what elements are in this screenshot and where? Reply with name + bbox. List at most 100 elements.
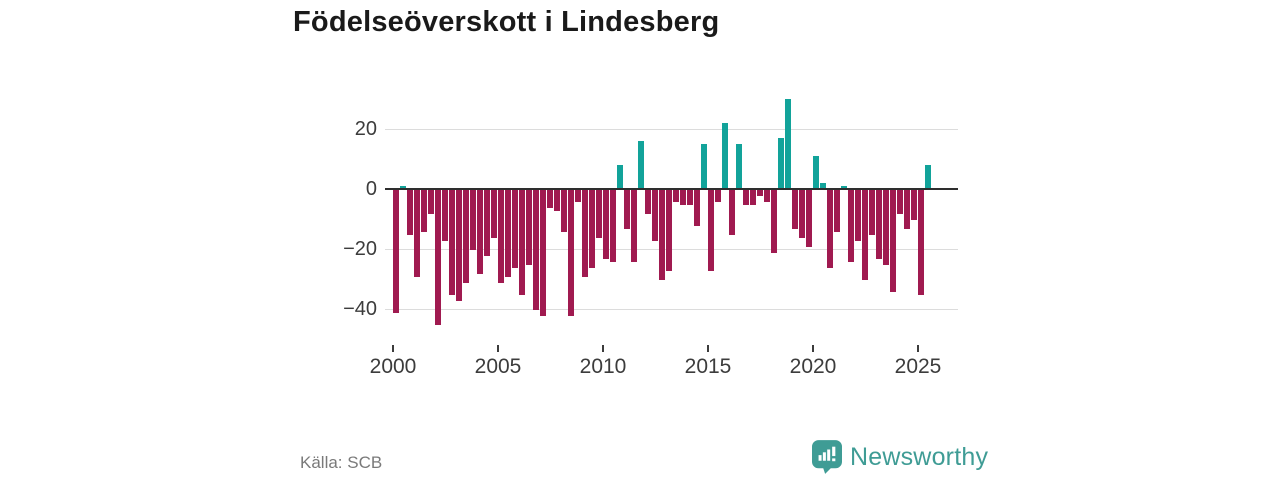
bar-2005-t1 xyxy=(498,190,504,283)
y-tick-label: 0 xyxy=(365,178,377,200)
bar-2018-t3 xyxy=(785,99,791,189)
bar-2014-t3 xyxy=(701,144,707,189)
bar-2022-t1 xyxy=(855,190,861,241)
bar-2005-t2 xyxy=(505,190,511,277)
bar-2008-t1 xyxy=(561,190,567,232)
gridline xyxy=(385,249,958,250)
bar-2012-t2 xyxy=(652,190,658,241)
bar-2017-t3 xyxy=(764,190,770,202)
bar-2003-t1 xyxy=(456,190,462,301)
newsworthy-wordmark: Newsworthy xyxy=(850,442,989,471)
bar-2001-t2 xyxy=(421,190,427,232)
bar-2017-t2 xyxy=(757,190,763,196)
bar-2001-t1 xyxy=(414,190,420,277)
bar-2002-t3 xyxy=(449,190,455,295)
bar-2021-t2 xyxy=(841,186,847,189)
x-tick-label: 2010 xyxy=(579,355,627,378)
bar-2003-t3 xyxy=(470,190,476,250)
bar-2024-t3 xyxy=(911,190,917,220)
x-tick-label: 2015 xyxy=(684,355,732,378)
bar-2018-t1 xyxy=(771,190,777,253)
bar-2019-t3 xyxy=(806,190,812,247)
bar-2000-t3 xyxy=(407,190,413,235)
bar-2009-t3 xyxy=(596,190,602,238)
bar-2015-t1 xyxy=(708,190,714,271)
bar-2000-t2 xyxy=(400,186,406,189)
gridline xyxy=(385,309,958,310)
source-label: Källa: SCB xyxy=(300,453,383,472)
bar-2021-t1 xyxy=(834,190,840,232)
bar-2008-t3 xyxy=(575,190,581,202)
newsworthy-logo: Newsworthy xyxy=(812,440,988,474)
x-tick-mark xyxy=(707,345,709,352)
bar-2013-t2 xyxy=(673,190,679,202)
bar-2024-t1 xyxy=(897,190,903,214)
bar-2016-t2 xyxy=(736,144,742,189)
bar-2011-t1 xyxy=(624,190,630,229)
bar-2012-t1 xyxy=(645,190,651,214)
x-tick-label: 2000 xyxy=(369,355,417,378)
y-tick-label: −40 xyxy=(343,298,377,320)
bar-2007-t3 xyxy=(554,190,560,211)
bar-2022-t2 xyxy=(862,190,868,280)
x-tick-label: 2025 xyxy=(894,355,942,378)
bar-2011-t3 xyxy=(638,141,644,189)
bar-2015-t3 xyxy=(722,123,728,189)
bar-2007-t2 xyxy=(547,190,553,208)
bar-2020-t3 xyxy=(827,190,833,268)
x-tick-mark xyxy=(497,345,499,352)
bar-2012-t3 xyxy=(659,190,665,280)
bar-2011-t2 xyxy=(631,190,637,262)
x-tick-label: 2020 xyxy=(789,355,837,378)
bar-2024-t2 xyxy=(904,190,910,229)
bar-2020-t2 xyxy=(820,183,826,189)
bar-2017-t1 xyxy=(750,190,756,205)
bar-2019-t1 xyxy=(792,190,798,229)
bar-2025-t1 xyxy=(918,190,924,295)
bar-2019-t2 xyxy=(799,190,805,238)
bar-2002-t1 xyxy=(435,190,441,325)
newsworthy-bubble-chart-icon xyxy=(812,440,842,474)
bar-2009-t1 xyxy=(582,190,588,277)
bar-2010-t2 xyxy=(610,190,616,262)
bar-2021-t3 xyxy=(848,190,854,262)
bar-2002-t2 xyxy=(442,190,448,241)
gridline xyxy=(385,129,958,130)
bar-2006-t2 xyxy=(526,190,532,265)
bar-2006-t1 xyxy=(519,190,525,295)
bar-2023-t3 xyxy=(890,190,896,292)
zero-baseline xyxy=(385,188,958,190)
x-tick-mark xyxy=(602,345,604,352)
bar-2025-t2 xyxy=(925,165,931,189)
bar-2014-t1 xyxy=(687,190,693,205)
bar-2022-t3 xyxy=(869,190,875,235)
bar-2016-t3 xyxy=(743,190,749,205)
bar-2013-t3 xyxy=(680,190,686,205)
bar-2023-t1 xyxy=(876,190,882,259)
bar-2008-t2 xyxy=(568,190,574,316)
bar-2001-t3 xyxy=(428,190,434,214)
x-tick-mark xyxy=(917,345,919,352)
bar-2004-t1 xyxy=(477,190,483,274)
bar-2007-t1 xyxy=(540,190,546,316)
bar-2020-t1 xyxy=(813,156,819,189)
x-tick-label: 2005 xyxy=(474,355,522,378)
bar-2003-t2 xyxy=(463,190,469,283)
x-tick-mark xyxy=(812,345,814,352)
bar-2000-t1 xyxy=(393,190,399,313)
bar-2010-t3 xyxy=(617,165,623,189)
bar-2023-t2 xyxy=(883,190,889,265)
bar-2018-t2 xyxy=(778,138,784,189)
bar-2010-t1 xyxy=(603,190,609,259)
bar-2013-t1 xyxy=(666,190,672,271)
bar-2015-t2 xyxy=(715,190,721,202)
chart-title: Födelseöverskott i Lindesberg xyxy=(293,6,720,38)
y-tick-label: 20 xyxy=(354,118,377,140)
y-tick-label: −20 xyxy=(343,238,377,260)
bar-2004-t3 xyxy=(491,190,497,238)
bar-2009-t2 xyxy=(589,190,595,268)
bar-2004-t2 xyxy=(484,190,490,256)
bar-2005-t3 xyxy=(512,190,518,268)
bar-2016-t1 xyxy=(729,190,735,235)
x-tick-mark xyxy=(392,345,394,352)
